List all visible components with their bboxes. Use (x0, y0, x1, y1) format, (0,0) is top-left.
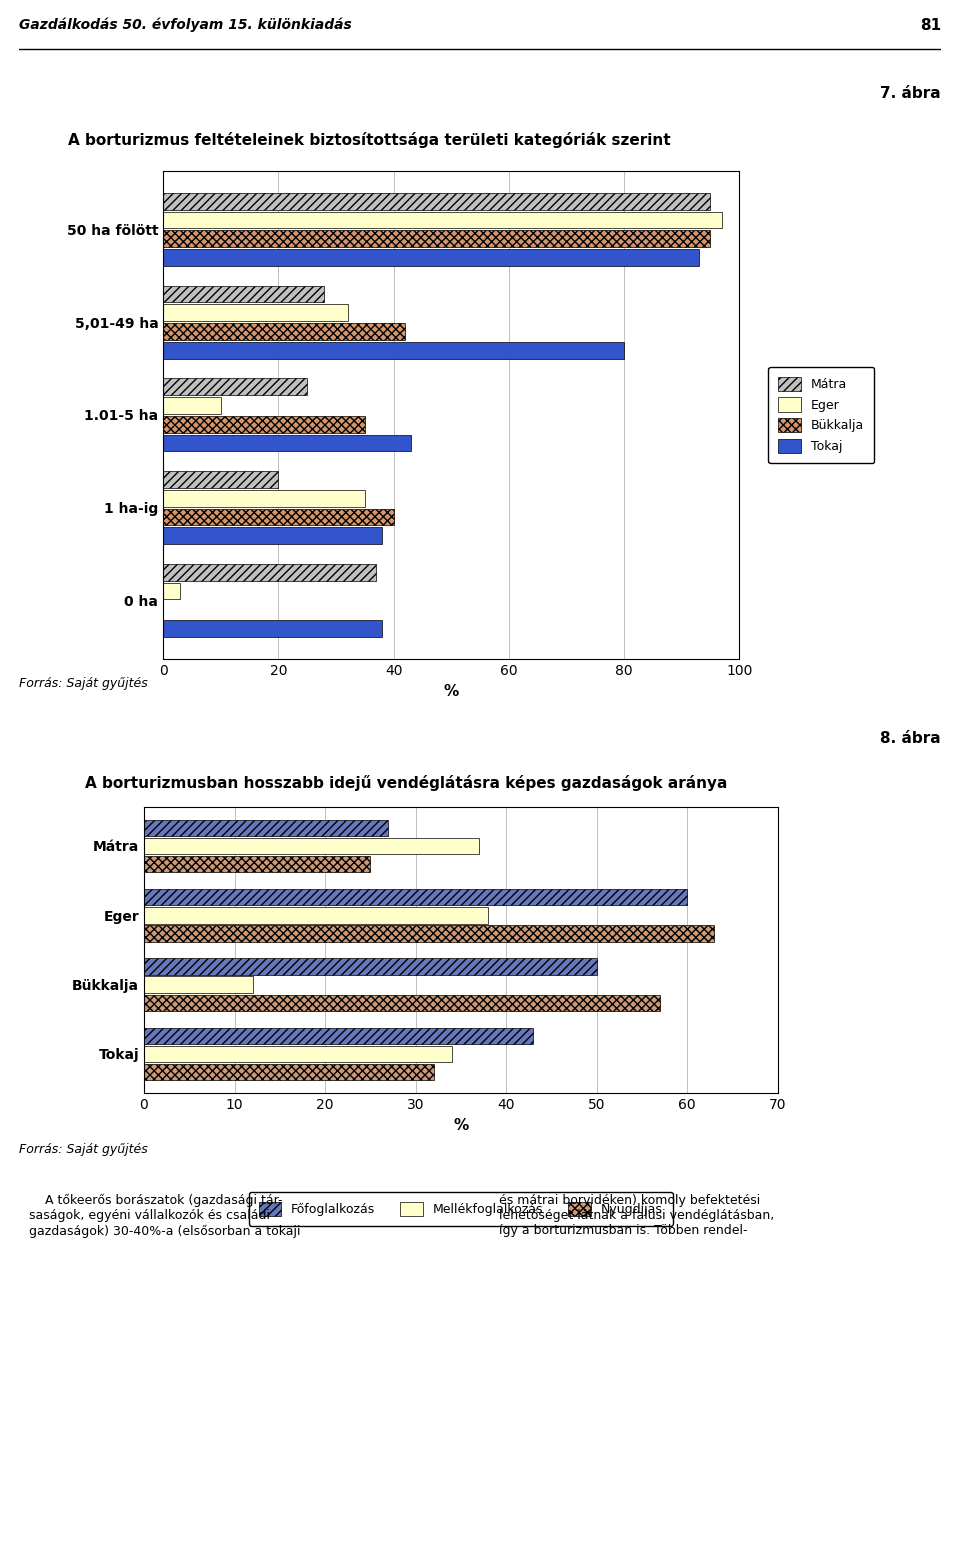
Bar (144, 1064, 434, 1081)
Text: Forrás: Saját gyűjtés: Forrás: Saját gyűjtés (19, 678, 148, 690)
Text: Forrás: Saját gyűjtés: Forrás: Saját gyűjtés (19, 1143, 148, 1155)
Bar (144, 1045, 452, 1062)
Legend: Főfoglalkozás, Mellékfoglalkozás, Nyugdíjas: Főfoglalkozás, Mellékfoglalkozás, Nyugdí… (249, 1191, 673, 1225)
Bar (163, 434, 411, 451)
Text: 7. ábra: 7. ábra (880, 85, 941, 101)
Bar (163, 323, 405, 340)
Bar (163, 583, 180, 600)
Bar (144, 994, 660, 1011)
Text: 8. ábra: 8. ábra (880, 731, 941, 746)
Bar (163, 230, 710, 247)
X-axis label: %: % (444, 684, 459, 698)
Bar (163, 378, 307, 396)
Bar (144, 907, 488, 923)
Text: Gazdálkodás 50. évfolyam 15. különkiadás: Gazdálkodás 50. évfolyam 15. különkiadás (19, 19, 352, 33)
Bar (163, 285, 324, 302)
Bar (144, 838, 479, 855)
Bar (144, 977, 252, 993)
Bar (163, 472, 278, 489)
Bar (163, 565, 376, 580)
Bar (163, 250, 699, 265)
Bar (144, 959, 596, 974)
Text: A tőkeerős borászatok (gazdasági tár-
saságok, egyéni vállalkozók és családi
gaz: A tőkeerős borászatok (gazdasági tár- sa… (29, 1194, 300, 1238)
X-axis label: %: % (453, 1118, 468, 1132)
Text: és mátrai borvidéken) komoly befektetési
lehetőséget látnak a falusi vendéglátás: és mátrai borvidéken) komoly befektetési… (499, 1194, 775, 1238)
Bar (163, 527, 382, 544)
Bar (163, 211, 722, 228)
Bar (163, 620, 382, 637)
Bar (144, 856, 371, 872)
Bar (163, 192, 710, 209)
Bar (163, 341, 624, 358)
Bar (163, 490, 365, 507)
Bar (163, 416, 365, 433)
Bar (144, 1028, 533, 1044)
Bar (144, 819, 389, 836)
Text: A borturizmusban hosszabb idejű vendéglátásra képes gazdaságok aránya: A borturizmusban hosszabb idejű vendéglá… (85, 776, 728, 791)
Bar (163, 509, 394, 526)
Bar (163, 397, 221, 414)
Text: 81: 81 (920, 17, 941, 33)
Bar (144, 926, 714, 941)
Text: A borturizmus feltételeinek biztosítottsága területi kategóriák szerint: A borturizmus feltételeinek biztosítotts… (68, 132, 671, 147)
Bar (163, 304, 348, 321)
Legend: Mátra, Eger, Bükkalja, Tokaj: Mátra, Eger, Bükkalja, Tokaj (769, 366, 875, 464)
Bar (144, 889, 687, 906)
